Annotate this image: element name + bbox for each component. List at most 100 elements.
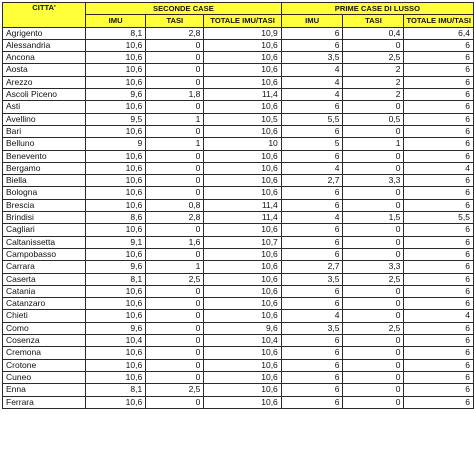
first-tasi-cell: 0	[342, 149, 405, 163]
city-cell: Avellino	[1, 112, 87, 126]
second-imu-cell: 10,6	[85, 63, 147, 77]
city-cell: Caserta	[1, 272, 87, 286]
table-row: Ascoli Piceno 9,6 1,8 11,4 4 2 6	[1, 88, 474, 102]
table-row: Cosenza 10,4 0 10,4 6 0 6	[1, 334, 474, 348]
first-total-cell: 6	[403, 186, 474, 200]
second-tasi-cell: 1,8	[145, 88, 205, 102]
table-row: Bari 10,6 0 10,6 6 0 6	[1, 124, 474, 139]
table-row: Asti 10,6 0 10,6 6 0 6	[1, 100, 474, 114]
first-imu-cell: 6	[280, 370, 344, 385]
first-tasi-cell: 0	[342, 383, 405, 397]
second-imu-cell: 10,4	[85, 334, 147, 348]
first-tasi-cell: 0	[342, 247, 405, 262]
table-row: Enna 8,1 2,5 10,6 6 0 6	[1, 383, 474, 397]
first-imu-cell: 6	[280, 383, 344, 397]
first-total-cell: 6	[403, 247, 474, 262]
second-total-cell: 10,6	[203, 395, 282, 409]
second-imu-cell: 10,6	[85, 247, 147, 262]
first-imu-cell: 6	[280, 38, 344, 53]
first-total-cell: 6	[403, 38, 474, 53]
second-imu-cell: 10,6	[85, 309, 147, 323]
first-total-cell: 4	[403, 309, 474, 323]
second-total-cell: 10,6	[203, 149, 282, 163]
first-imu-cell: 6	[280, 198, 344, 213]
first-tasi-cell: 2,5	[342, 51, 405, 65]
table-row: Alessandria 10,6 0 10,6 6 0 6	[1, 38, 474, 53]
city-cell: Asti	[1, 100, 87, 114]
city-cell: Bologna	[1, 186, 87, 200]
city-cell: Catanzaro	[1, 297, 87, 311]
city-cell: Cuneo	[1, 370, 87, 385]
first-tasi-cell: 0	[342, 346, 405, 360]
first-tasi-cell: 0	[342, 124, 405, 139]
first-total-cell: 6	[403, 223, 474, 237]
first-imu-cell: 2,7	[280, 174, 344, 188]
second-tasi-cell: 0	[145, 223, 205, 237]
first-imu-cell: 4	[280, 88, 344, 102]
first-tasi-cell: 0	[342, 198, 405, 213]
second-total-cell: 10,6	[203, 358, 282, 372]
second-total-cell: 10,6	[203, 51, 282, 65]
table-row: Ancona 10,6 0 10,6 3,5 2,5 6	[1, 51, 474, 65]
second-total-cell: 10,6	[203, 284, 282, 299]
city-cell: Carrara	[1, 260, 87, 274]
second-imu-cell: 8,6	[85, 211, 147, 225]
table-row: Chieti 10,6 0 10,6 4 0 4	[1, 309, 474, 323]
second-imu-header: IMU	[85, 14, 147, 28]
first-tasi-header: TASI	[342, 14, 405, 28]
second-tasi-cell: 1	[145, 137, 205, 151]
second-imu-cell: 10,6	[85, 223, 147, 237]
first-tasi-cell: 0,5	[342, 112, 405, 126]
second-total-cell: 10,6	[203, 370, 282, 385]
city-cell: Ancona	[1, 51, 87, 65]
first-total-cell: 6	[403, 88, 474, 102]
first-imu-cell: 6	[280, 334, 344, 348]
second-imu-cell: 10,6	[85, 370, 147, 385]
second-tasi-cell: 2,8	[145, 26, 205, 40]
city-cell: Biella	[1, 174, 87, 188]
first-tasi-cell: 0	[342, 100, 405, 114]
city-cell: Ascoli Piceno	[1, 88, 87, 102]
table-row: Campobasso 10,6 0 10,6 6 0 6	[1, 247, 474, 262]
table-row: Cagliari 10,6 0 10,6 6 0 6	[1, 223, 474, 237]
first-imu-cell: 6	[280, 186, 344, 200]
table-row: Caserta 8,1 2,5 10,6 3,5 2,5 6	[1, 272, 474, 286]
second-imu-cell: 8,1	[85, 26, 147, 40]
city-column-header: CITTA'	[1, 2, 87, 28]
second-total-cell: 11,4	[203, 88, 282, 102]
second-tasi-cell: 0	[145, 51, 205, 65]
second-imu-cell: 10,6	[85, 75, 147, 90]
second-total-cell: 10,6	[203, 63, 282, 77]
city-cell: Benevento	[1, 149, 87, 163]
city-cell: Brindisi	[1, 211, 87, 225]
second-tasi-cell: 0	[145, 75, 205, 90]
second-total-cell: 10,6	[203, 309, 282, 323]
city-cell: Arezzo	[1, 75, 87, 90]
table-row: Carrara 9,6 1 10,6 2,7 3,3 6	[1, 260, 474, 274]
city-cell: Chieti	[1, 309, 87, 323]
second-imu-cell: 10,6	[85, 51, 147, 65]
tax-rate-table: CITTA' SECONDE CASE PRIME CASE DI LUSSO …	[1, 1, 474, 409]
second-total-cell: 10,6	[203, 297, 282, 311]
second-tasi-cell: 0	[145, 161, 205, 176]
first-total-cell: 6	[403, 63, 474, 77]
first-total-cell: 6	[403, 321, 474, 336]
second-imu-cell: 8,1	[85, 383, 147, 397]
second-imu-cell: 9,5	[85, 112, 147, 126]
table-row: Ferrara 10,6 0 10,6 6 0 6	[1, 395, 474, 409]
second-total-cell: 10,6	[203, 223, 282, 237]
city-cell: Bergamo	[1, 161, 87, 176]
first-imu-cell: 3,5	[280, 321, 344, 336]
second-tasi-cell: 0	[145, 334, 205, 348]
table-row: Avellino 9,5 1 10,5 5,5 0,5 6	[1, 112, 474, 126]
city-cell: Enna	[1, 383, 87, 397]
city-cell: Agrigento	[1, 26, 87, 40]
city-cell: Crotone	[1, 358, 87, 372]
second-total-cell: 10,6	[203, 75, 282, 90]
second-total-cell: 10	[203, 137, 282, 151]
first-imu-cell: 6	[280, 100, 344, 114]
second-total-cell: 10,6	[203, 383, 282, 397]
city-cell: Campobasso	[1, 247, 87, 262]
first-total-cell: 6	[403, 297, 474, 311]
city-cell: Belluno	[1, 137, 87, 151]
